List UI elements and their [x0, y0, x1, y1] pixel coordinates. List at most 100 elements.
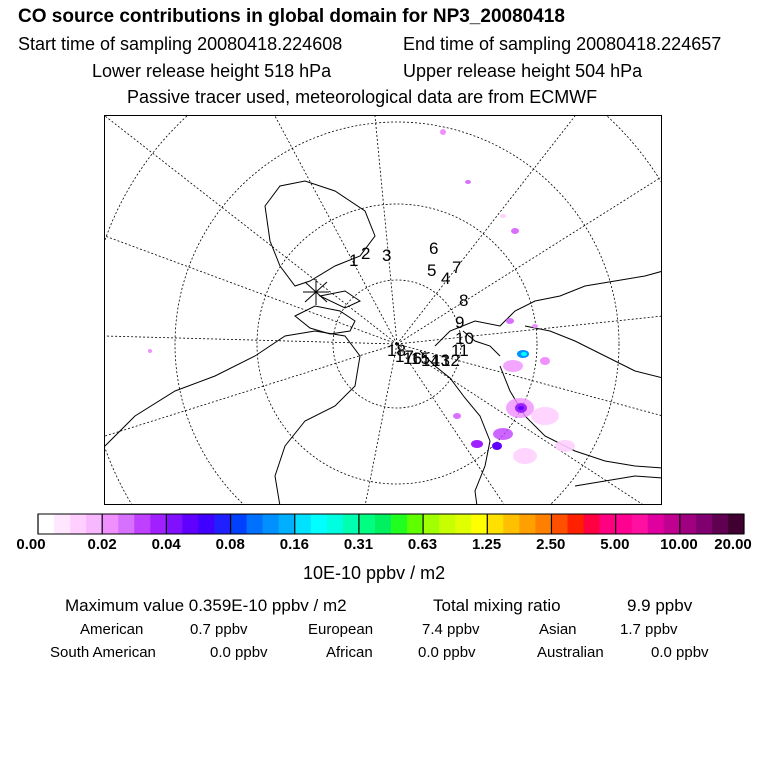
lower-release-label: Lower release height 518 hPa: [92, 61, 332, 81]
colorbar-tick-label: 0.08: [215, 536, 245, 553]
colorbar-swatch: [198, 514, 215, 534]
track-label: 12: [441, 351, 460, 370]
colorbar-swatch: [391, 514, 408, 534]
colorbar-swatch: [647, 514, 665, 534]
colorbar-swatch: [519, 514, 536, 534]
meridian-line: [396, 116, 576, 345]
end-time-label: End time of sampling 20080418.224657: [403, 34, 722, 54]
colorbar-swatch: [86, 514, 103, 534]
meridian-line: [374, 116, 398, 345]
track-label: 2: [361, 244, 370, 263]
track-label: 6: [429, 239, 438, 258]
plume-cell: [465, 180, 471, 184]
european-value: 7.4 ppbv: [422, 621, 480, 638]
asian-value: 1.7 ppbv: [620, 621, 678, 638]
lat-circle-60: [174, 121, 620, 504]
station-marker: [303, 279, 329, 305]
colorbar-tick-label: 5.00: [600, 536, 630, 553]
colorbar-swatch: [423, 514, 440, 534]
colorbar-swatch: [214, 514, 232, 534]
colorbar-swatch: [166, 514, 183, 534]
plume-cell: [500, 214, 506, 218]
track-label: 3: [382, 246, 391, 265]
colorbar-swatch: [182, 514, 199, 534]
colorbar-swatch: [246, 514, 264, 534]
colorbar-border: [37, 513, 745, 535]
start-time-label: Start time of sampling 20080418.224608: [18, 34, 343, 54]
lat-circle-70: [256, 203, 538, 485]
track-label: 9: [455, 313, 464, 332]
plume-cell: [453, 413, 461, 419]
chart-title: CO source contributions in global domain…: [18, 6, 565, 27]
colorbar-swatch: [583, 514, 601, 534]
south-american-value: 0.0 ppbv: [210, 644, 268, 661]
colorbar-swatch: [374, 514, 392, 534]
track-label: 16: [403, 349, 422, 368]
colorbar-swatch: [54, 514, 71, 534]
colorbar-swatch: [679, 514, 697, 534]
total-mixing-value: 9.9 ppbv: [627, 596, 693, 615]
colorbar-swatch: [551, 514, 568, 534]
meridian-line: [364, 343, 398, 504]
concentration-field: [148, 129, 575, 464]
colorbar-swatch: [615, 514, 633, 534]
plume-cell: [531, 407, 559, 425]
coastline-asia-south: [574, 475, 661, 487]
colorbar-swatch: [70, 514, 87, 534]
colorbar-swatch: [503, 514, 520, 534]
colorbar-tick-label: 1.25: [472, 536, 502, 553]
meridian-line: [105, 116, 398, 345]
colorbar-tick-label: 0.00: [16, 536, 46, 553]
meridian-line: [105, 335, 398, 345]
coastline-siberia: [524, 325, 661, 379]
colorbar-swatch: [150, 514, 167, 534]
coastline-eurasia: [434, 271, 661, 347]
meridian-line: [274, 116, 398, 345]
colorbar-swatch: [631, 514, 649, 534]
plume-cell: [506, 318, 514, 324]
track-label: 1: [349, 251, 358, 270]
colorbar-tick-label: 0.02: [87, 536, 117, 553]
tracer-note: Passive tracer used, meteorological data…: [127, 87, 598, 107]
colorbar-swatch: [262, 514, 280, 534]
colorbar-swatch: [487, 514, 504, 534]
polar-map: 1 2 3 4 5 6 7 8 9 10 11 12 13 14 15 16 17 18: [104, 115, 662, 505]
total-mixing-label: Total mixing ratio: [433, 596, 561, 615]
meridian-line: [396, 176, 661, 345]
african-label: African: [326, 644, 373, 661]
colorbar-tick-label: 2.50: [536, 536, 566, 553]
colorbar-swatch: [310, 514, 328, 534]
asian-label: Asian: [539, 621, 577, 638]
plume-cell: [503, 360, 523, 372]
colorbar-swatch: [294, 514, 312, 534]
colorbar-swatch: [599, 514, 617, 534]
plume-cell: [148, 349, 152, 353]
track-label: 4: [441, 269, 450, 288]
upper-release-label: Upper release height 504 hPa: [403, 61, 643, 81]
coastline-north-america: [105, 330, 361, 504]
plume-cell: [518, 406, 524, 410]
meridian-line: [396, 343, 643, 504]
meridian-line: [396, 343, 505, 504]
colorbar-swatch: [278, 514, 296, 534]
lat-circle-50: [105, 116, 661, 504]
track-label: 8: [459, 291, 468, 310]
australian-label: Australian: [537, 644, 604, 661]
colorbar-swatch: [358, 514, 376, 534]
track-label: 7: [452, 258, 461, 277]
colorbar-swatch: [663, 514, 681, 534]
colorbar-swatch: [439, 514, 456, 534]
lat-circle-80: [332, 279, 462, 409]
track-label: 5: [427, 261, 436, 280]
american-value: 0.7 ppbv: [190, 621, 248, 638]
coastline-canadian-islands: [294, 290, 362, 335]
plume-cell: [513, 448, 537, 464]
colorbar-swatch: [567, 514, 585, 534]
plume-cell: [511, 228, 519, 234]
colorbar-unit-label: 10E-10 ppbv / m2: [303, 563, 446, 583]
track-label: 13: [431, 351, 450, 370]
track-label: 14: [421, 351, 440, 370]
colorbar-swatch: [118, 514, 135, 534]
australian-value: 0.0 ppbv: [651, 644, 709, 661]
